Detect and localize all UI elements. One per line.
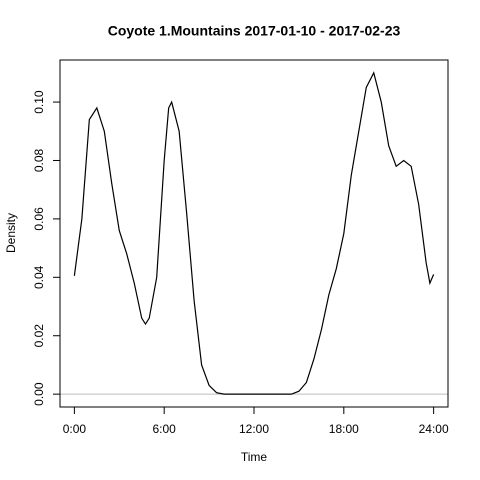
y-tick-label: 0.08 <box>32 148 46 172</box>
density-line <box>73 71 435 395</box>
x-tick-label: 18:00 <box>329 422 359 436</box>
x-axis-label: Time <box>241 450 268 464</box>
x-tick-label: 6:00 <box>153 422 177 436</box>
x-tick-label: 24:00 <box>419 422 449 436</box>
y-tick-label: 0.04 <box>32 265 46 289</box>
x-tick-label: 0:00 <box>63 422 87 436</box>
y-axis-label: Density <box>4 213 18 253</box>
y-tick-label: 0.06 <box>32 207 46 231</box>
plot-frame <box>59 59 449 408</box>
y-tick-label: 0.02 <box>32 324 46 348</box>
chart-title: Coyote 1.Mountains 2017-01-10 - 2017-02-… <box>108 23 401 39</box>
y-tick-label: 0.00 <box>32 382 46 406</box>
y-tick-label: 0.10 <box>32 90 46 114</box>
x-tick-label: 12:00 <box>239 422 269 436</box>
